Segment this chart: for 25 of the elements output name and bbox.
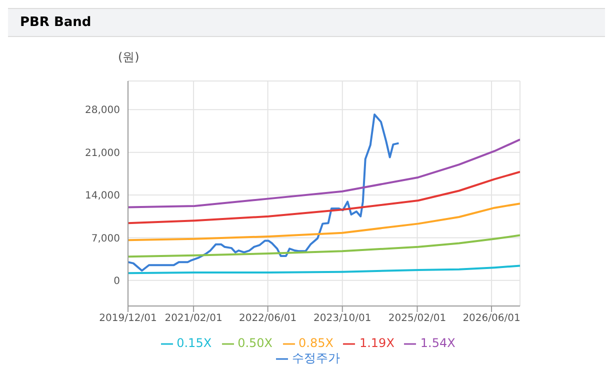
line-series bbox=[128, 170, 520, 224]
legend-label: 0.50X bbox=[238, 336, 273, 350]
legend-label: 0.85X bbox=[298, 336, 334, 350]
x-tick-label: 2021/02/01 bbox=[164, 313, 222, 324]
line-series bbox=[128, 264, 520, 274]
x-tick-label: 2023/10/01 bbox=[314, 313, 372, 324]
line-series bbox=[128, 202, 520, 242]
x-tick-label: 2026/06/01 bbox=[462, 313, 520, 324]
y-tick-label: 28,000 bbox=[85, 105, 120, 116]
legend-label: 0.15X bbox=[176, 336, 212, 350]
x-tick-label: 2022/06/01 bbox=[238, 313, 297, 324]
line-series bbox=[128, 138, 520, 208]
line-series bbox=[128, 114, 400, 272]
y-tick-label: 7,000 bbox=[91, 233, 120, 244]
x-tick-label: 2025/02/01 bbox=[388, 313, 446, 324]
legend-label: 수정주가 bbox=[292, 351, 340, 365]
legend-label: 1.19X bbox=[359, 336, 394, 350]
legend-label: 1.54X bbox=[420, 336, 456, 350]
x-tick-label: 2019/12/01 bbox=[99, 313, 157, 324]
y-tick-label: 14,000 bbox=[85, 190, 120, 202]
y-tick-label: 21,000 bbox=[85, 148, 120, 159]
line-series bbox=[128, 234, 520, 258]
y-tick-label: 0 bbox=[114, 276, 120, 287]
chart-title: PBR Band bbox=[8, 8, 605, 37]
y-axis-title: (원) bbox=[118, 49, 140, 66]
